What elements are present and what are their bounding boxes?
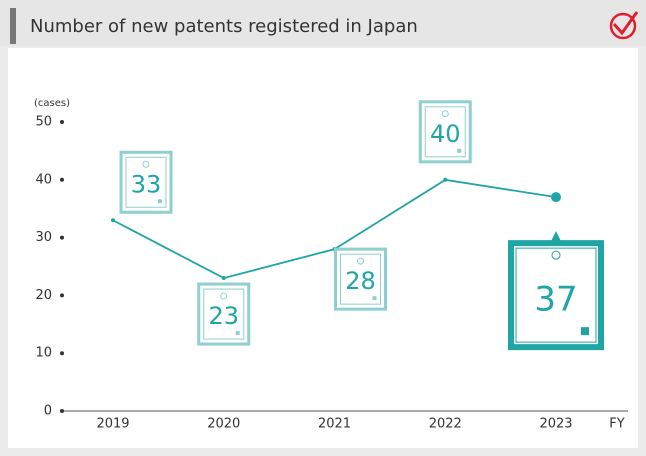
emblem bbox=[220, 292, 228, 300]
y-unit: (cases) bbox=[34, 98, 70, 109]
x-tick-label: 2020 bbox=[207, 417, 240, 432]
value-label: 23 bbox=[208, 302, 239, 330]
emblem bbox=[357, 257, 364, 265]
value-label-box: 33 bbox=[119, 150, 173, 214]
check-icon bbox=[609, 11, 639, 40]
box-border bbox=[418, 100, 472, 164]
box-inner bbox=[424, 106, 466, 158]
box-border bbox=[197, 282, 251, 346]
header-accent bbox=[10, 8, 16, 44]
data-point bbox=[111, 218, 115, 223]
y-tick-label: 10 bbox=[35, 346, 52, 361]
value-label: 40 bbox=[430, 120, 461, 148]
value-label-box: 28 bbox=[334, 247, 387, 311]
data-point bbox=[551, 192, 561, 203]
value-label-box: 23 bbox=[197, 282, 251, 346]
x-tick-label: 2022 bbox=[429, 417, 462, 432]
x-tick-label: 2023 bbox=[539, 417, 572, 432]
value-label: 28 bbox=[345, 267, 376, 295]
emblem bbox=[441, 110, 449, 118]
box-border bbox=[334, 247, 387, 311]
header-band bbox=[0, 0, 646, 46]
y-tick-label: 50 bbox=[35, 115, 52, 130]
value-label-box: 37 bbox=[508, 231, 604, 351]
box-inner bbox=[515, 247, 597, 343]
y-tick-mark bbox=[60, 235, 64, 240]
seal bbox=[581, 327, 589, 336]
seal bbox=[372, 296, 377, 301]
box-inner bbox=[340, 253, 381, 305]
emblem bbox=[142, 160, 150, 168]
box-border bbox=[119, 150, 173, 214]
x-axis-label: FY bbox=[609, 417, 624, 432]
y-tick-label: 0 bbox=[44, 404, 52, 419]
y-tick-mark bbox=[60, 120, 64, 124]
seal bbox=[457, 148, 462, 153]
box-inner bbox=[203, 288, 245, 340]
value-label-box: 40 bbox=[418, 100, 472, 164]
pointer bbox=[550, 231, 562, 244]
seal bbox=[158, 199, 162, 204]
y-tick-label: 40 bbox=[35, 172, 52, 187]
chart-title: Number of new patents registered in Japa… bbox=[30, 16, 418, 37]
x-tick-label: 2019 bbox=[96, 417, 129, 432]
seal bbox=[235, 331, 240, 336]
y-tick-label: 20 bbox=[35, 288, 52, 303]
value-label: 33 bbox=[131, 170, 162, 198]
y-tick-mark bbox=[60, 293, 64, 298]
y-tick-mark bbox=[60, 177, 64, 182]
emblem bbox=[551, 250, 561, 260]
value-label: 37 bbox=[534, 280, 577, 320]
y-tick-mark bbox=[60, 351, 64, 356]
y-tick-label: 30 bbox=[35, 230, 52, 245]
data-point bbox=[443, 177, 448, 182]
x-tick-label: 2021 bbox=[318, 417, 351, 432]
y-tick-mark bbox=[60, 409, 64, 413]
box-inner bbox=[125, 156, 167, 208]
data-point bbox=[221, 276, 226, 281]
